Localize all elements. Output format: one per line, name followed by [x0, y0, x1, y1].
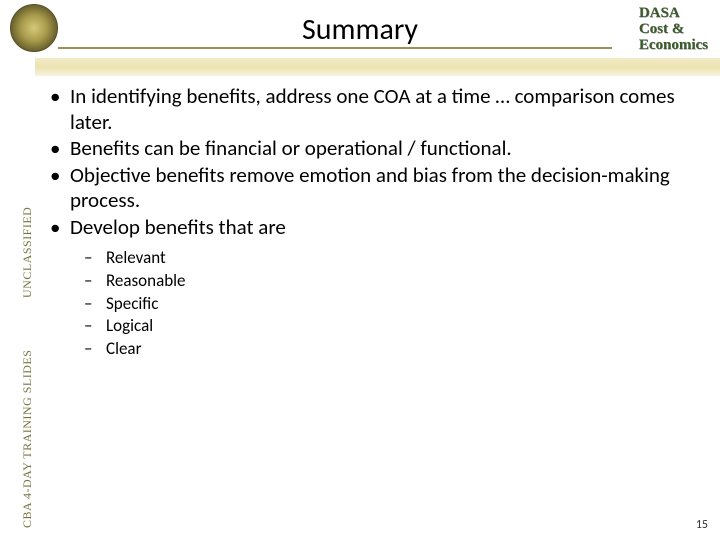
- header-accent-bar: [35, 58, 720, 76]
- title-underline: [58, 47, 612, 49]
- list-item: In identifying benefits, address one COA…: [44, 84, 700, 135]
- slide-body: In identifying benefits, address one COA…: [44, 84, 700, 361]
- slide-header: Summary DASA Cost & Economics: [0, 0, 720, 58]
- dasa-line-1: DASA: [639, 6, 708, 22]
- army-seal-icon: [10, 4, 58, 52]
- classification-label: UNCLASSIFIED: [20, 207, 35, 298]
- bullet-list: In identifying benefits, address one COA…: [44, 84, 700, 241]
- list-item: Reasonable: [84, 270, 700, 293]
- sub-bullet-list: Relevant Reasonable Specific Logical Cle…: [44, 247, 700, 362]
- list-item: Objective benefits remove emotion and bi…: [44, 163, 700, 214]
- list-item: Specific: [84, 293, 700, 316]
- list-item: Clear: [84, 338, 700, 361]
- dasa-line-2: Cost &: [639, 22, 708, 38]
- list-item: Develop benefits that are: [44, 215, 700, 241]
- page-number: 15: [696, 518, 708, 532]
- left-rail: UNCLASSIFIED CBA 4-DAY TRAINING SLIDES: [0, 58, 32, 540]
- course-label: CBA 4-DAY TRAINING SLIDES: [20, 350, 35, 528]
- slide-title: Summary: [302, 11, 418, 48]
- slide: Summary DASA Cost & Economics UNCLASSIFI…: [0, 0, 720, 540]
- dasa-line-3: Economics: [639, 38, 708, 54]
- dasa-logo-text: DASA Cost & Economics: [639, 6, 708, 53]
- list-item: Relevant: [84, 247, 700, 270]
- list-item: Logical: [84, 315, 700, 338]
- list-item: Benefits can be financial or operational…: [44, 136, 700, 162]
